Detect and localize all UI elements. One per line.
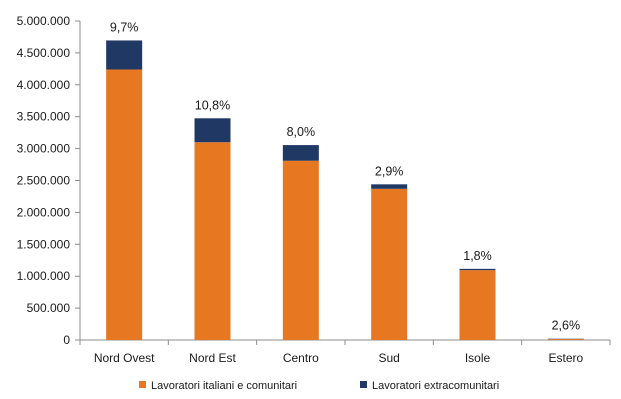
y-tick-label: 1.500.000 (17, 237, 71, 251)
y-tick-label: 5.000.000 (17, 14, 71, 28)
y-tick-label: 2.000.000 (17, 205, 71, 219)
x-category-label: Estero (548, 351, 583, 365)
bars (106, 40, 584, 340)
x-axis: Nord Ovest Nord Est Centro Sud Isole Estero (79, 339, 611, 365)
bar-sud-series-2 (371, 184, 408, 189)
y-tick-label: 2.500.000 (17, 174, 71, 188)
legend-swatch (139, 381, 146, 388)
x-category-label: Nord Ovest (94, 351, 155, 365)
x-category-label: Nord Est (189, 351, 236, 365)
legend-label: Lavoratori extracomunitari (372, 380, 499, 392)
legend-swatch (360, 381, 367, 388)
bar-isole-series-1 (459, 270, 496, 340)
y-tick-label: 4.000.000 (17, 78, 71, 92)
data-label: 2,6% (552, 319, 581, 333)
data-label: 10,8% (195, 98, 230, 112)
x-category-label: Centro (283, 351, 319, 365)
x-category-label: Isole (465, 351, 491, 365)
bar-nord-ovest-series-2 (106, 40, 143, 70)
data-labels: 9,7% 10,8% 8,0% 2,9% 1,8% 2,6% (110, 20, 580, 332)
data-label: 2,9% (375, 164, 404, 178)
y-tick-label: 4.500.000 (17, 46, 71, 60)
bar-centro-series-1 (282, 160, 319, 340)
bar-estero-series-1 (547, 339, 584, 340)
data-label: 8,0% (287, 125, 316, 139)
y-tick-label: 3.000.000 (17, 142, 71, 156)
legend-label: Lavoratori italiani e comunitari (151, 380, 297, 392)
x-category-label: Sud (378, 351, 399, 365)
y-tick-label: 500.000 (27, 301, 71, 315)
bar-nord-est-series-2 (194, 118, 231, 143)
y-tick-label: 1.000.000 (17, 269, 71, 283)
bar-nord-ovest-series-1 (106, 69, 143, 340)
bar-nord-est-series-1 (194, 142, 231, 340)
data-label: 1,8% (463, 249, 492, 263)
y-axis: 0 500.000 1.000.000 1.500.000 2.000.000 2.500… (17, 14, 81, 347)
bar-sud-series-1 (371, 188, 408, 340)
bar-isole-series-2 (459, 268, 496, 271)
data-label: 9,7% (110, 20, 139, 34)
y-tick-label: 0 (63, 333, 70, 347)
y-tick-label: 3.500.000 (17, 110, 71, 124)
legend: Lavoratori italiani e comunitari Lavorato… (139, 380, 499, 392)
bar-centro-series-2 (282, 145, 319, 161)
